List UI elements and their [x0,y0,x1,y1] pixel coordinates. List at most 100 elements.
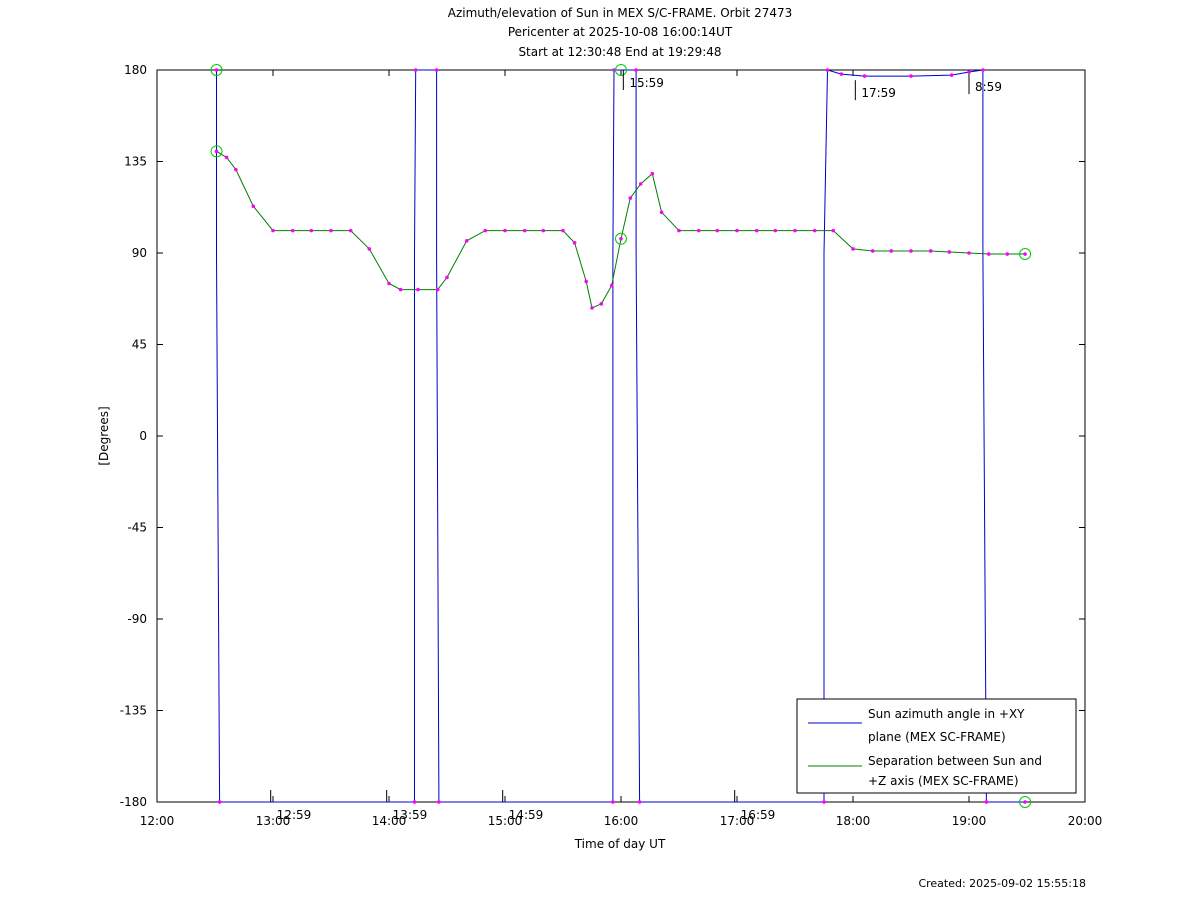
azimuth-data-point [967,70,971,74]
event-marker-circle [210,64,223,76]
x-axis-label: Time of day UT [574,837,666,851]
separation-data-point [522,228,527,233]
azimuth-data-point [634,68,638,72]
event-marker-circle [615,232,627,245]
marker-layer [210,64,1032,808]
legend-label-separation-line2: +Z axis (MEX SC-FRAME) [868,774,1019,788]
separation-data-point [735,228,739,233]
azimuth-data-point [637,800,642,804]
separation-data-point [329,228,333,233]
azimuth-data-point [437,800,441,804]
y-tick-label: 0 [139,429,147,443]
x-tick-label: 15:00 [488,814,523,828]
x-tick-label: 16:00 [604,814,639,828]
chart-title: Azimuth/elevation of Sun in MEX S/C-FRAM… [448,6,793,20]
separation-data-point [619,236,623,241]
separation-data-point [928,249,933,253]
separation-data-point [812,228,817,233]
y-tick-label: -135 [120,704,147,718]
separation-data-point [483,228,488,233]
separation-data-point [584,279,588,284]
azimuth-data-point [413,68,418,72]
created-timestamp: Created: 2025-09-02 15:55:18 [918,877,1086,890]
separation-data-point [696,228,701,233]
separation-data-point [659,210,664,215]
separation-data-point [986,252,991,256]
separation-data-point [870,249,875,253]
y-tick-label: 90 [132,246,147,260]
azimuth-data-point [981,68,985,72]
azimuth-data-point [412,800,417,804]
separation-data-point [967,251,971,255]
legend-label-azimuth-line1: Sun azimuth angle in +XY [868,707,1025,721]
legend-label-azimuth-line2: plane (MEX SC-FRAME) [868,730,1006,744]
x-tick-label: 19:00 [952,814,987,828]
y-tick-label: 135 [124,155,147,169]
event-marker-circle [615,64,627,76]
separation-data-point [572,241,577,245]
legend-box [796,698,1077,794]
separation-data-point [224,155,229,160]
azimuth-series-line [216,69,1026,803]
y-tick-label: -90 [127,612,147,626]
azimuth-data-point [984,800,989,804]
separation-data-point [638,182,643,186]
hour-annotation-label: 15:59 [629,76,664,90]
separation-data-point [793,228,797,233]
event-marker-circle [1019,796,1032,808]
y-tick-label: -45 [127,521,147,535]
separation-data-point [367,247,372,251]
separation-data-point [445,275,449,280]
chart-subtitle-start-end: Start at 12:30:48 End at 19:29:48 [518,45,721,59]
x-tick-label: 17:00 [720,814,755,828]
azimuth-data-point [862,74,867,78]
separation-data-point [348,228,353,233]
event-marker-circle [1019,248,1032,261]
y-tick-label: 45 [132,338,147,352]
y-tick-label: 180 [124,63,147,77]
azimuth-data-point [949,73,954,77]
separation-data-point [599,302,604,306]
separation-data-point [271,228,275,233]
separation-data-point [909,249,913,253]
series-layer [216,69,1026,803]
separation-data-point [435,287,440,292]
separation-data-point [309,228,314,233]
separation-data-point [628,196,633,200]
chart-subtitle-pericenter: Pericenter at 2025-10-08 16:00:14UT [508,25,733,39]
separation-data-point [234,167,238,172]
separation-data-point [290,228,295,233]
separation-data-point [831,228,836,233]
x-axis-ticks: 12:00 13:00 14:00 15:00 16:00 17:00 18:00 19:00… [140,70,1102,828]
azimuth-data-point [825,68,830,72]
separation-data-point [387,281,391,286]
azimuth-data-point [839,72,844,76]
azimuth-data-point [612,68,616,72]
separation-data-point [773,228,778,233]
x-tick-label: 13:00 [256,814,291,828]
separation-data-point [590,306,594,310]
hour-annotation-label: 16:59 [741,808,776,822]
azimuth-data-point [611,800,615,804]
separation-series-line [216,150,1026,309]
y-axis-label: [Degrees] [97,406,111,465]
annotation-layer: 12:59 13:59 14:59 15:59 16:59 17:59 8:59 [270,70,1002,822]
plot-area-frame [156,69,1086,803]
separation-data-point [1023,252,1027,256]
x-tick-label: 12:00 [140,814,175,828]
y-tick-label: -180 [120,795,147,809]
separation-data-point [398,287,403,292]
azimuth-data-point [214,68,219,72]
hour-annotation-label: 8:59 [975,80,1002,94]
separation-data-point [851,247,855,251]
y-axis-ticks: 180 135 90 45 0 -45 -90 -135 -180 [120,63,1085,809]
separation-data-point [677,228,681,233]
hour-annotation-label: 13:59 [393,808,428,822]
separation-data-point [650,171,655,176]
hour-annotation-label: 14:59 [509,808,544,822]
azimuth-data-point [909,74,913,78]
hour-annotation-label: 17:59 [861,86,896,100]
separation-data-point [464,239,469,243]
azimuth-data-point [822,800,826,804]
event-marker-circle [210,145,223,158]
